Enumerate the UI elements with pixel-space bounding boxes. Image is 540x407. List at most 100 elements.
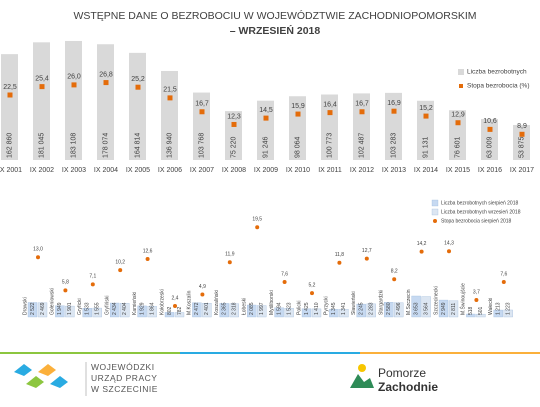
value-label: 2 245 [359,302,365,315]
bar [120,303,130,318]
value-label: 10,6 [483,118,497,125]
x-tick-label: M.Koszalin [187,290,193,315]
legend-swatch [458,69,464,75]
value-label: 183 108 [70,133,77,158]
value-label: 164 814 [134,133,141,158]
bar [27,302,38,318]
marker [263,115,269,121]
x-tick-label: Kołobrzeski [159,289,165,315]
legend-label: Liczba bezrobotnych wrzesień 2018 [441,209,521,215]
legend-swatch [431,199,439,207]
x-tick-label: Sławieński [351,291,357,315]
legend-label: Liczba bezrobotnych [467,69,527,76]
bar [481,119,498,160]
marker [135,84,141,90]
bar [274,307,284,318]
strip [0,352,180,354]
bar [129,52,146,161]
value-label: 1 223 [506,302,512,315]
marker [487,126,493,132]
office-name: WOJEWÓDZKI URZĄD PRACY W SZCZECINIE [91,362,158,395]
bar [247,304,257,318]
marker [423,113,429,119]
bar [161,70,178,160]
marker [63,288,68,293]
x-tick-label: Kamieński [132,292,138,315]
marker [474,297,479,302]
x-tick-label: Łobeski [242,298,248,315]
value-label: 1 213 [496,302,502,315]
marker [199,109,205,115]
value-label: 1 555 [95,302,101,315]
value-label: 26,0 [67,74,81,81]
x-tick-label: Gryficki [77,298,83,315]
value-label: 103 283 [390,133,397,158]
x-tick-label: IX 2005 [125,167,151,174]
x-tick-label: Szczecinecki [433,286,439,315]
marker [90,282,95,287]
office-line: W SZCZECINIE [91,384,158,394]
marker [103,80,109,86]
value-label: 102 487 [358,133,365,158]
value-label: 1 864 [149,302,155,315]
value-label: 14,3 [444,241,454,247]
value-label: 5,8 [62,280,69,286]
marker [391,108,397,114]
bar [193,92,210,160]
x-tick-label: Myśliborski [269,290,275,315]
bar [33,42,50,160]
bar [394,302,404,318]
value-label: 53 875 [518,136,525,158]
bar [289,96,306,160]
bar [55,305,65,318]
value-label: 91 246 [262,136,269,158]
legend-swatch [459,84,463,88]
bar [147,306,157,318]
x-tick-label: IX 2007 [189,167,215,174]
value-label: 12,9 [451,112,465,119]
bar [301,308,312,318]
marker [519,131,525,137]
value-label: 518 [468,306,474,315]
marker [227,260,232,265]
marker [200,292,205,297]
value-label: 2 496 [396,302,402,315]
marker [419,249,424,254]
value-label: 5,2 [309,282,316,288]
x-tick-label: Stargardzki [379,290,385,315]
value-label: 2 949 [441,302,447,315]
value-label: 8,2 [391,269,398,275]
value-label: 2 469 [40,302,46,315]
value-label: 14,5 [259,107,273,114]
bar [65,305,75,318]
value-label: 16,9 [387,100,401,107]
bar [257,305,267,318]
bar [411,295,421,318]
x-tick-label: IX 2004 [93,167,119,174]
legend-label: Stopa bezrobocia sierpień 2018 [441,218,512,224]
x-tick-label: Pyrzycki [324,296,330,315]
bar [257,100,274,160]
value-label: 25,4 [35,75,49,82]
value-label: 16,7 [355,101,369,108]
marker [364,256,369,261]
value-label: 802 [167,306,173,315]
x-tick-label: Goleniowski [50,288,56,315]
marker [7,92,13,98]
legend-swatch [433,219,437,223]
bar [65,40,82,161]
marker [36,255,40,260]
value-label: 100 773 [326,133,333,158]
bar [353,93,370,160]
office-line: URZĄD PRACY [91,373,158,383]
marker [327,110,333,116]
bar [164,312,175,318]
bar [417,100,434,160]
value-label: 162 860 [6,133,13,158]
x-tick-label: IX 2001 [0,167,23,174]
value-label: 7,1 [89,274,96,280]
bar [92,307,102,318]
marker [337,260,342,265]
bar [82,308,92,318]
